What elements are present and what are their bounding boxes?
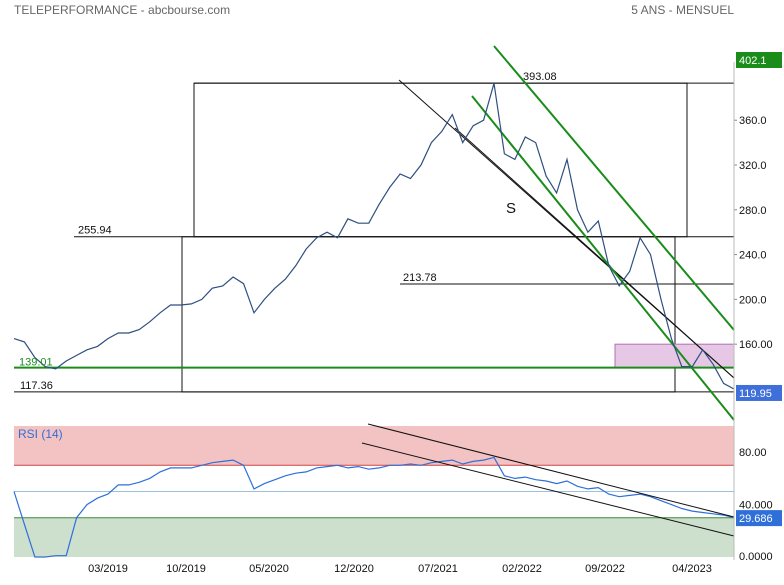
x-axis-label: 12/2020 <box>334 563 374 575</box>
label-upper-mid-level: 255.94 <box>78 225 112 237</box>
rsi-trendline-upper <box>367 423 735 518</box>
price-axis-label: 320.0 <box>739 160 767 172</box>
price-axis-label: 280.0 <box>739 205 767 217</box>
x-axis-label: 02/2022 <box>502 563 542 575</box>
x-axis-label: 05/2020 <box>249 563 289 575</box>
rsi-axis-label: 0.0000 <box>739 551 773 563</box>
chart-title: TELEPERFORMANCE - abcbourse.com <box>14 3 230 17</box>
rsi-trendline-lower <box>361 442 735 537</box>
price-tag-high: 402.1 <box>739 55 767 67</box>
x-axis-label: 09/2022 <box>585 563 625 575</box>
rsi-oversold-zone <box>14 517 734 557</box>
price-axis-label: 240.0 <box>739 250 767 262</box>
x-axis-label: 03/2019 <box>88 563 128 575</box>
price-tag-last-bg <box>736 384 782 401</box>
price-axis-label: 160.00 <box>739 339 773 351</box>
label-top-level: 393.08 <box>523 71 557 83</box>
rsi-axis-label: 40.000 <box>739 500 773 512</box>
price-tag-high-bg <box>736 52 782 68</box>
rsi-tag-last: 29.686 <box>739 513 773 525</box>
range-box-upper <box>193 82 688 238</box>
price-series-line <box>13 83 735 390</box>
x-axis-label: 04/2023 <box>672 563 712 575</box>
price-axis-label: 360.0 <box>739 115 767 127</box>
channel-green-upper <box>493 45 735 331</box>
channel-green-lower <box>471 95 735 421</box>
trendline-black-lower <box>454 127 735 379</box>
x-axis-label: 07/2021 <box>418 563 458 575</box>
rsi-series-line <box>13 456 735 558</box>
rsi-axis-label: 80.00 <box>739 447 767 459</box>
price-axis-label: 200.0 <box>739 294 767 306</box>
rsi-tag-last-bg <box>736 510 782 527</box>
price-tag-last: 119.95 <box>739 388 772 400</box>
x-axis-label: 10/2019 <box>166 563 206 575</box>
pattern-annotation: S <box>506 200 516 217</box>
rsi-title: RSI (14) <box>18 427 63 441</box>
label-mid-level: 213.78 <box>403 272 437 284</box>
chart-period: 5 ANS - MENSUEL <box>631 3 734 17</box>
label-support-level: 139.01 <box>19 357 53 369</box>
label-low-level: 117.36 <box>20 380 53 392</box>
